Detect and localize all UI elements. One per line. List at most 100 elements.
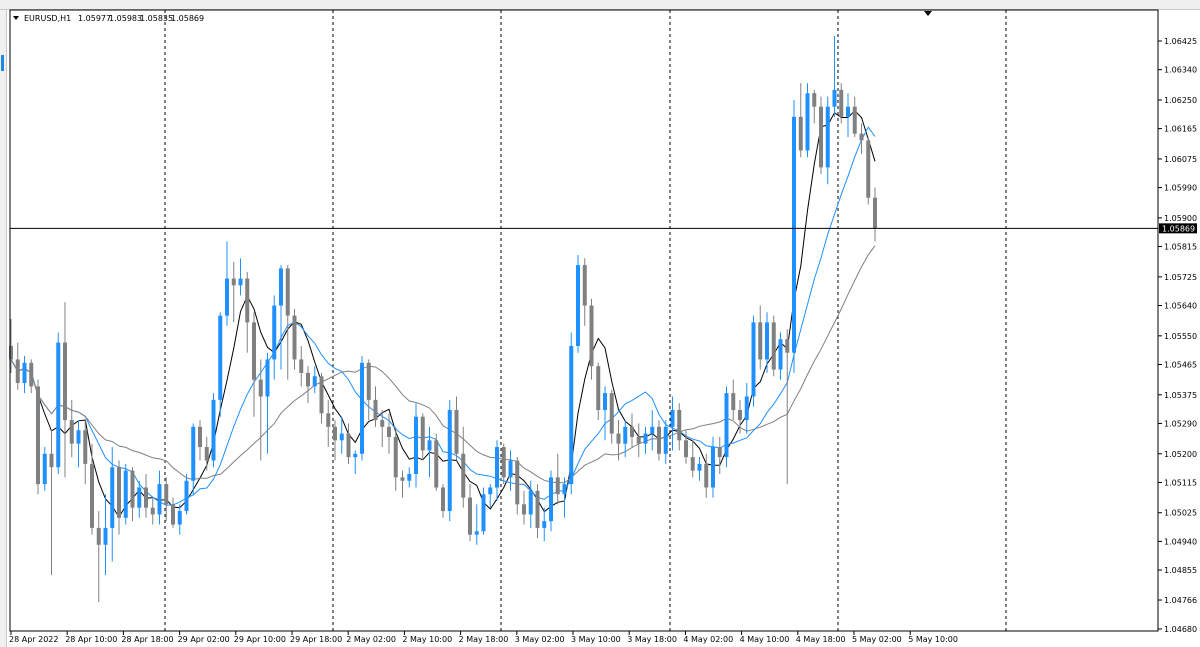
candle-body (576, 265, 580, 346)
current-price-label: 1.05869 (1162, 224, 1195, 233)
candle (407, 467, 412, 488)
candle (157, 470, 162, 525)
candle (819, 96, 823, 175)
candle-body (9, 345, 13, 360)
candle (15, 342, 20, 390)
candle (798, 83, 803, 158)
candle-body (346, 433, 351, 458)
y-tick-label: 1.04766 (1164, 596, 1197, 605)
x-tick-label: 29 Apr 10:00 (234, 635, 286, 644)
chart-shift-marker-icon[interactable] (924, 11, 932, 16)
candle (670, 396, 675, 451)
candle-body (184, 480, 189, 512)
x-tick-label: 28 Apr 2022 (9, 635, 58, 644)
candle (177, 504, 182, 535)
candle-body (90, 463, 94, 528)
candle (258, 359, 263, 461)
candle (684, 430, 688, 464)
candle-body (299, 359, 304, 373)
chart-menu-triangle-icon[interactable] (13, 16, 19, 20)
candle (731, 379, 736, 421)
candle (447, 399, 452, 522)
candle (825, 96, 830, 185)
candle (603, 386, 607, 441)
current-price-tag (1159, 223, 1197, 234)
y-tick-label: 1.06075 (1164, 155, 1197, 164)
candle-body (360, 362, 364, 454)
left-toolbar-strip (0, 10, 7, 647)
candle-body (211, 399, 216, 461)
candle (299, 345, 304, 387)
candle-body (393, 436, 398, 478)
candle-body (137, 487, 142, 508)
candle-body (29, 362, 34, 387)
candle (866, 137, 871, 205)
candle-body (76, 430, 81, 444)
candle (724, 386, 729, 468)
candle-body (204, 447, 209, 461)
candle (501, 443, 506, 485)
candle-body (555, 477, 560, 495)
candle-body (785, 339, 790, 353)
candle-body (83, 430, 88, 464)
candle (576, 254, 580, 353)
candle (387, 413, 391, 454)
y-tick-label: 1.05900 (1164, 214, 1197, 223)
candle-body (447, 409, 452, 512)
y-tick-label: 1.05115 (1164, 478, 1197, 487)
y-tick-label: 1.04680 (1164, 625, 1197, 634)
candle-body (123, 470, 128, 518)
candle-body (387, 426, 391, 437)
candle (117, 460, 121, 535)
candle (542, 507, 547, 542)
y-tick-label: 1.05200 (1164, 450, 1197, 459)
candle-body (339, 433, 344, 441)
candle (758, 305, 763, 370)
candle-body (616, 433, 621, 444)
candle-body (326, 413, 331, 427)
candle-body (508, 460, 513, 478)
candle (393, 426, 398, 491)
candle (717, 436, 722, 474)
candle (495, 440, 499, 501)
candle (744, 383, 749, 434)
candle-body (22, 362, 27, 384)
x-tick-label: 28 Apr 18:00 (121, 635, 173, 644)
candle-body (63, 342, 67, 421)
candle-body (873, 197, 877, 229)
x-tick-label: 29 Apr 18:00 (290, 635, 342, 644)
candle (49, 430, 54, 576)
candle-body (96, 527, 101, 545)
candle-body (798, 116, 803, 151)
candle (265, 352, 270, 454)
y-tick-label: 1.06250 (1164, 96, 1197, 105)
candle (69, 399, 74, 458)
candle-body (441, 487, 445, 512)
candle (677, 403, 682, 451)
candle (238, 258, 243, 296)
active-indicator (1, 55, 4, 71)
candle-body (117, 467, 121, 518)
candle (690, 440, 695, 478)
x-tick-label: 2 May 02:00 (346, 635, 396, 644)
candle (738, 399, 742, 434)
candle-body (589, 305, 594, 367)
candle-body (690, 457, 695, 471)
candle (319, 372, 324, 424)
candle-body (636, 436, 641, 444)
candle-body (778, 339, 783, 370)
candle (36, 379, 40, 495)
candle (765, 312, 769, 373)
candle-body (272, 305, 277, 360)
candle-body (549, 477, 553, 522)
candle (373, 386, 378, 427)
candle (650, 409, 655, 451)
candle-body (609, 393, 614, 434)
candle (150, 497, 155, 525)
candle (468, 484, 472, 542)
candle (704, 453, 709, 498)
candle (137, 480, 142, 518)
candle-body (130, 470, 135, 508)
y-tick-label: 1.04940 (1164, 537, 1197, 546)
